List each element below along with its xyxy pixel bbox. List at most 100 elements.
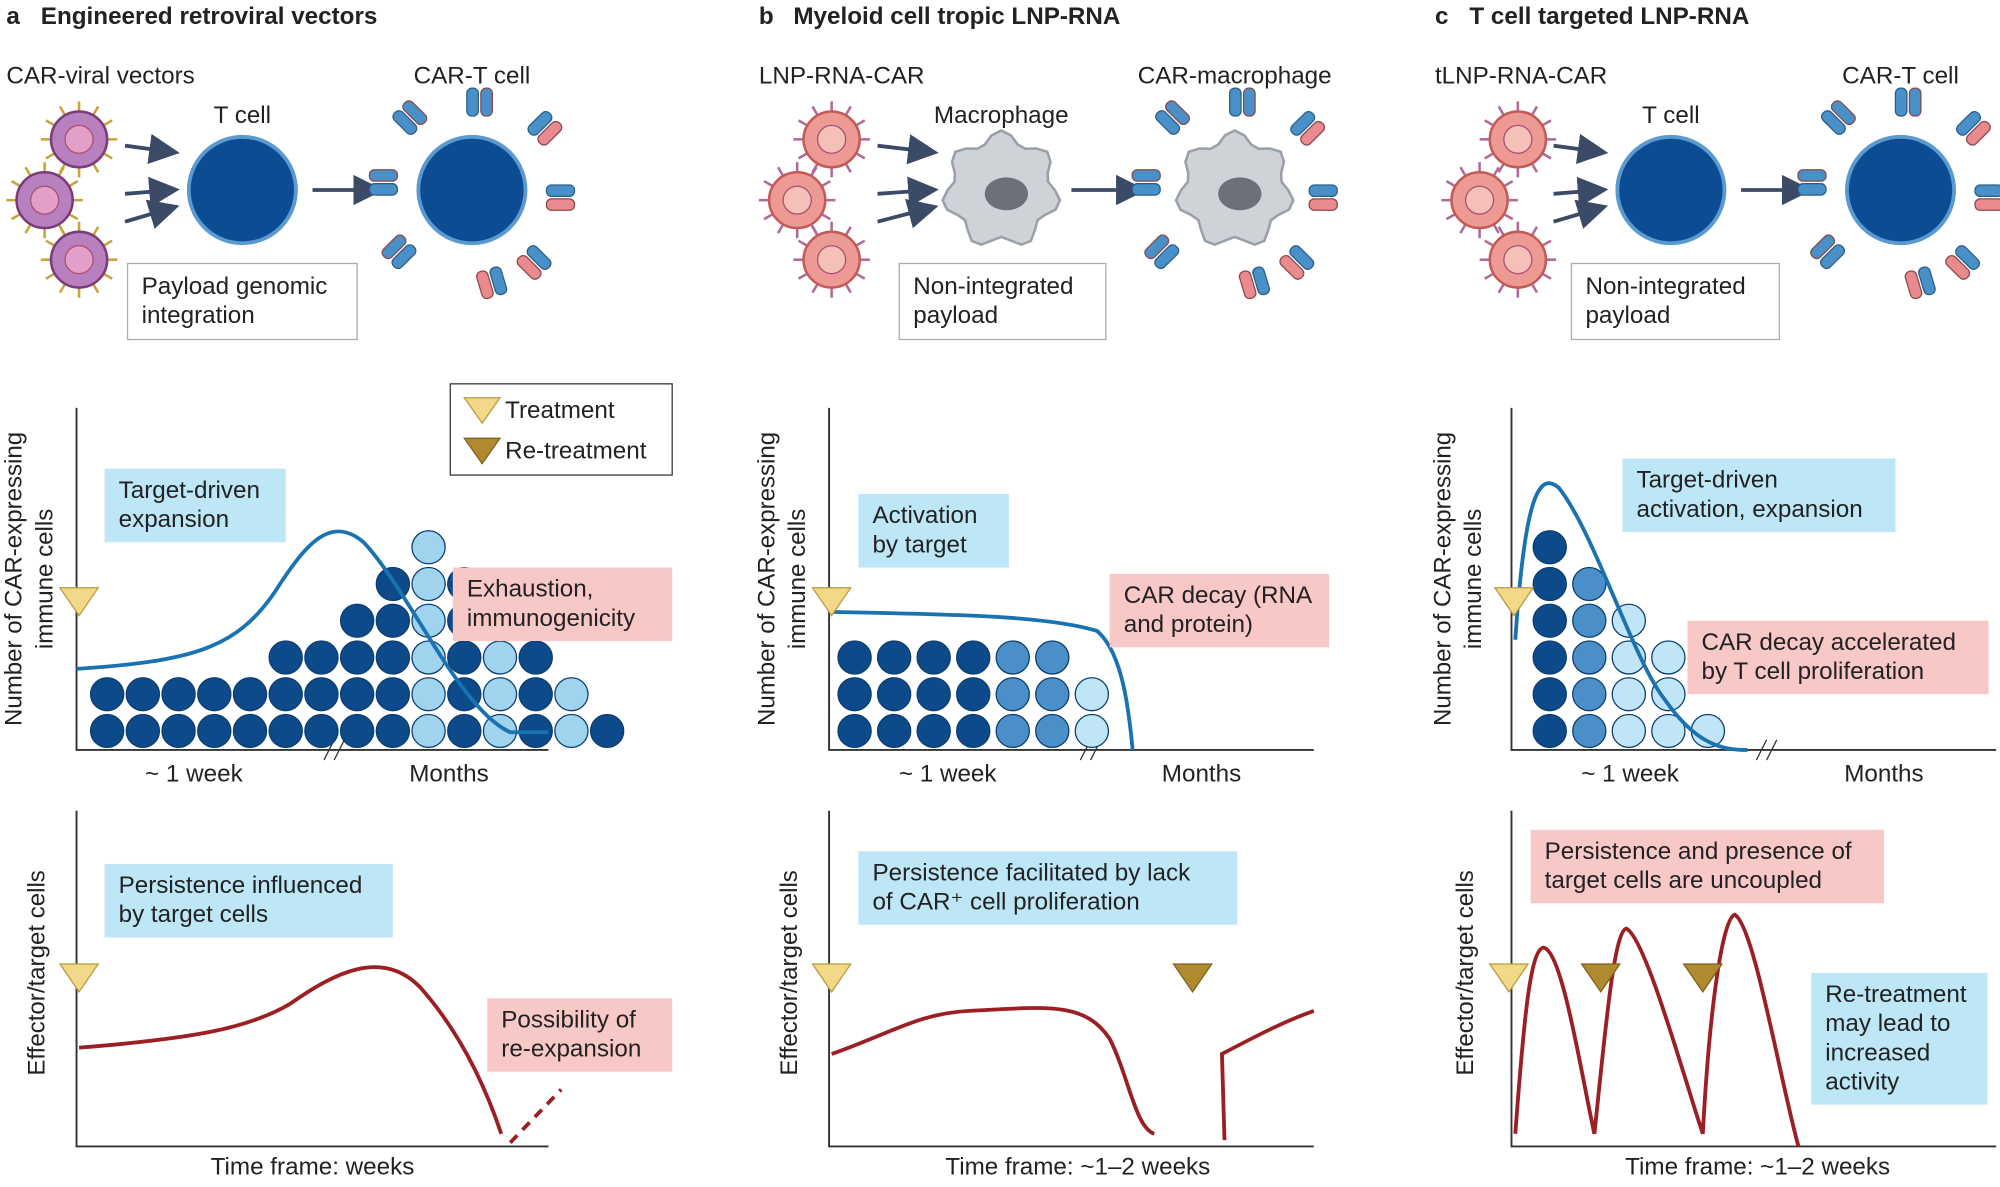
particle-core bbox=[782, 185, 812, 215]
receptor-part bbox=[1974, 198, 2000, 211]
receptor-part bbox=[1252, 266, 1270, 296]
axis bbox=[1510, 407, 1997, 751]
receptor-part bbox=[1797, 169, 1827, 182]
arrow bbox=[877, 134, 939, 165]
cell-dot bbox=[339, 677, 375, 712]
spike bbox=[1459, 166, 1467, 177]
cell-dot bbox=[1532, 566, 1567, 602]
cell-dot bbox=[304, 677, 339, 712]
cell-dot bbox=[876, 677, 912, 712]
receptor-part bbox=[526, 245, 552, 270]
vector-label: LNP-RNA-CAR bbox=[759, 63, 925, 90]
arrow bbox=[124, 199, 180, 229]
spike bbox=[811, 283, 819, 294]
cell-dot bbox=[304, 713, 339, 749]
receptor-part bbox=[1974, 184, 2000, 197]
arrow bbox=[1553, 176, 1609, 208]
payload-text: payload bbox=[913, 302, 998, 329]
payload-box bbox=[898, 262, 1107, 341]
cell-label: T cell bbox=[1642, 102, 1699, 129]
spike bbox=[10, 180, 21, 188]
spike bbox=[855, 119, 866, 127]
spike bbox=[1484, 152, 1495, 160]
note-text: target cells are uncoupled bbox=[1545, 867, 1822, 894]
note-text: may lead to bbox=[1825, 1010, 1950, 1037]
cell-dot bbox=[268, 677, 303, 712]
retreatment-icon bbox=[463, 437, 502, 465]
spike bbox=[45, 239, 56, 247]
vector-particle bbox=[40, 221, 118, 298]
note bbox=[487, 998, 673, 1072]
axis-break bbox=[1766, 739, 1778, 761]
x-axis-label: ~ 1 week bbox=[1581, 761, 1680, 788]
x-axis-label: Months bbox=[409, 761, 488, 788]
car-receptor bbox=[527, 110, 563, 146]
car-receptor bbox=[1894, 87, 1922, 117]
note bbox=[1109, 573, 1330, 648]
receptor-part bbox=[368, 183, 399, 196]
vector-label: CAR-viral vectors bbox=[6, 63, 194, 90]
note-text: re-expansion bbox=[501, 1036, 641, 1063]
receptor-part bbox=[545, 184, 576, 197]
spike bbox=[1541, 272, 1552, 280]
spike bbox=[855, 239, 866, 247]
spike bbox=[1484, 239, 1495, 247]
receptor-part bbox=[1894, 87, 1908, 117]
car-receptor bbox=[1131, 169, 1161, 196]
payload-text: integration bbox=[142, 302, 255, 329]
vector-particle bbox=[1479, 221, 1557, 298]
x-axis-label: Months bbox=[1844, 761, 1923, 788]
receptor-part bbox=[1820, 110, 1846, 135]
note-text: by target cells bbox=[119, 901, 268, 928]
receptor-part bbox=[1289, 245, 1315, 270]
note-text: increased bbox=[1825, 1039, 1930, 1066]
cell-dot bbox=[955, 640, 991, 675]
panel-letter: a bbox=[6, 3, 20, 30]
car-receptor bbox=[1810, 234, 1846, 270]
y-axis-label: Number of CAR-expressing bbox=[753, 432, 780, 726]
spike bbox=[1530, 162, 1539, 173]
spike bbox=[68, 180, 79, 188]
note bbox=[452, 567, 673, 642]
spike bbox=[1541, 119, 1552, 127]
axis bbox=[828, 810, 1314, 1148]
vector-particle bbox=[1441, 162, 1518, 239]
receptor-part bbox=[466, 87, 479, 117]
cell-dot bbox=[411, 713, 446, 749]
y-axis-label: immune cells bbox=[784, 509, 811, 649]
population-curve bbox=[829, 609, 1135, 751]
spike bbox=[776, 166, 785, 177]
note-text: activity bbox=[1825, 1069, 1900, 1096]
payload-text: Payload genomic bbox=[142, 273, 328, 300]
particle-core bbox=[816, 124, 847, 154]
car-receptor bbox=[1945, 245, 1981, 280]
cell-dot bbox=[304, 640, 339, 675]
treatment-icon bbox=[463, 397, 502, 425]
spike bbox=[1530, 105, 1539, 116]
car-receptor bbox=[1820, 100, 1856, 135]
cell-dot bbox=[197, 713, 232, 749]
cell-dot bbox=[1074, 713, 1110, 749]
spike bbox=[1541, 239, 1552, 247]
spike bbox=[1541, 152, 1552, 160]
cell-dot bbox=[876, 713, 912, 749]
spike bbox=[855, 272, 866, 280]
x-axis-label: ~ 1 week bbox=[145, 761, 244, 788]
cell-dot bbox=[161, 713, 196, 749]
note-text: CAR decay accelerated bbox=[1702, 629, 1956, 656]
cell-dot bbox=[1532, 603, 1567, 638]
cell-label: Macrophage bbox=[934, 102, 1069, 129]
spike bbox=[45, 272, 56, 280]
cell-dot bbox=[1572, 677, 1607, 712]
spike bbox=[1497, 105, 1505, 116]
cell-dot bbox=[916, 640, 951, 675]
note-text: Persistence and presence of bbox=[1545, 838, 1852, 865]
car-receptor bbox=[1238, 266, 1270, 300]
panel-title: Engineered retroviral vectors bbox=[41, 3, 378, 30]
car-receptor bbox=[1308, 184, 1338, 211]
spike bbox=[797, 272, 808, 280]
spike bbox=[844, 226, 852, 237]
car-receptor bbox=[1955, 110, 1991, 146]
note bbox=[858, 494, 1009, 568]
cell-dot bbox=[1035, 677, 1070, 712]
